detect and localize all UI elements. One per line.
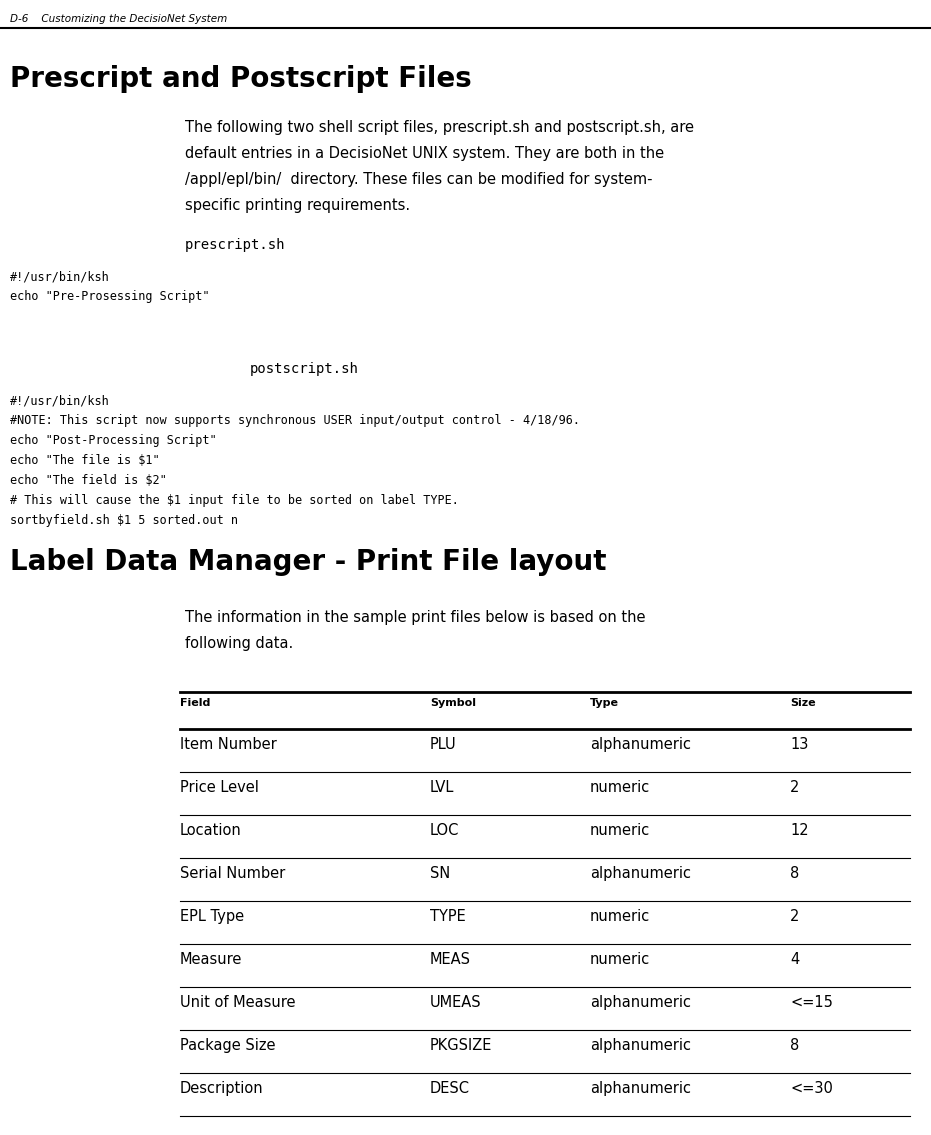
Text: echo "The file is $1": echo "The file is $1" [10,454,159,466]
Text: numeric: numeric [590,823,650,838]
Text: specific printing requirements.: specific printing requirements. [185,197,411,213]
Text: Serial Number: Serial Number [180,866,285,881]
Text: echo "The field is $2": echo "The field is $2" [10,474,167,487]
Text: <=15: <=15 [790,995,833,1010]
Text: Type: Type [590,698,619,708]
Text: D-6    Customizing the DecisioNet System: D-6 Customizing the DecisioNet System [10,14,227,24]
Text: #!/usr/bin/ksh: #!/usr/bin/ksh [10,394,110,407]
Text: numeric: numeric [590,952,650,967]
Text: EPL Type: EPL Type [180,909,244,924]
Text: Unit of Measure: Unit of Measure [180,995,295,1010]
Text: The information in the sample print files below is based on the: The information in the sample print file… [185,609,645,625]
Text: Item Number: Item Number [180,737,277,753]
Text: prescript.sh: prescript.sh [185,238,286,252]
Text: MEAS: MEAS [430,952,471,967]
Text: #NOTE: This script now supports synchronous USER input/output control - 4/18/96.: #NOTE: This script now supports synchron… [10,414,580,427]
Text: 12: 12 [790,823,809,838]
Text: # This will cause the $1 input file to be sorted on label TYPE.: # This will cause the $1 input file to b… [10,494,459,507]
Text: Field: Field [180,698,210,708]
Text: LOC: LOC [430,823,459,838]
Text: 2: 2 [790,780,800,794]
Text: following data.: following data. [185,636,293,651]
Text: /appl/epl/bin/  directory. These files can be modified for system-: /appl/epl/bin/ directory. These files ca… [185,173,653,187]
Text: Measure: Measure [180,952,242,967]
Text: numeric: numeric [590,909,650,924]
Text: Package Size: Package Size [180,1039,276,1053]
Text: Label Data Manager - Print File layout: Label Data Manager - Print File layout [10,548,606,575]
Text: 13: 13 [790,737,808,753]
Text: SN: SN [430,866,451,881]
Text: <=30: <=30 [790,1081,833,1096]
Text: LVL: LVL [430,780,454,794]
Text: Symbol: Symbol [430,698,476,708]
Text: UMEAS: UMEAS [430,995,481,1010]
Text: DESC: DESC [430,1081,470,1096]
Text: default entries in a DecisioNet UNIX system. They are both in the: default entries in a DecisioNet UNIX sys… [185,146,664,161]
Text: Prescript and Postscript Files: Prescript and Postscript Files [10,65,472,93]
Text: 8: 8 [790,866,799,881]
Text: postscript.sh: postscript.sh [250,362,358,376]
Text: alphanumeric: alphanumeric [590,995,691,1010]
Text: Size: Size [790,698,816,708]
Text: alphanumeric: alphanumeric [590,737,691,753]
Text: The following two shell script files, prescript.sh and postscript.sh, are: The following two shell script files, pr… [185,120,694,135]
Text: alphanumeric: alphanumeric [590,1081,691,1096]
Text: Location: Location [180,823,242,838]
Text: 2: 2 [790,909,800,924]
Text: PKGSIZE: PKGSIZE [430,1039,492,1053]
Text: alphanumeric: alphanumeric [590,866,691,881]
Text: Price Level: Price Level [180,780,259,794]
Text: echo "Post-Processing Script": echo "Post-Processing Script" [10,434,217,447]
Text: 4: 4 [790,952,799,967]
Text: sortbyfield.sh $1 5 sorted.out n: sortbyfield.sh $1 5 sorted.out n [10,514,238,527]
Text: PLU: PLU [430,737,456,753]
Text: Description: Description [180,1081,263,1096]
Text: 8: 8 [790,1039,799,1053]
Text: numeric: numeric [590,780,650,794]
Text: alphanumeric: alphanumeric [590,1039,691,1053]
Text: echo "Pre-Prosessing Script": echo "Pre-Prosessing Script" [10,291,209,303]
Text: TYPE: TYPE [430,909,466,924]
Text: #!/usr/bin/ksh: #!/usr/bin/ksh [10,270,110,283]
